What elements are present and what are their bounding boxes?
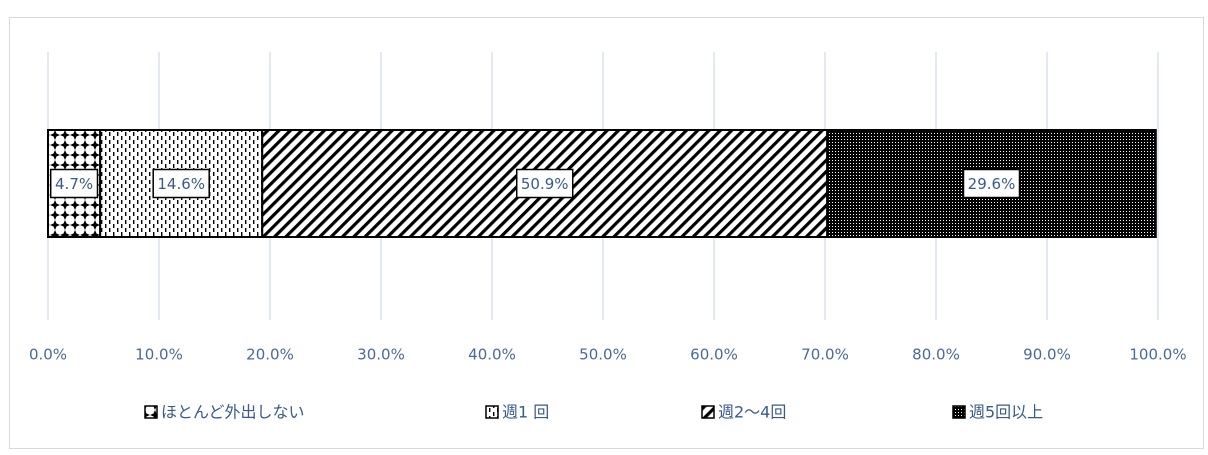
x-tick-label: 30.0%: [357, 346, 405, 364]
legend-label: ほとんど外出しない: [161, 403, 305, 422]
x-tick-label: 70.0%: [801, 346, 849, 364]
legend-label: 週5回以上: [969, 403, 1043, 422]
x-tick-label: 60.0%: [690, 346, 738, 364]
x-tick-label: 100.0%: [1129, 346, 1186, 364]
x-tick-label: 10.0%: [135, 346, 183, 364]
data-label: 50.9%: [521, 175, 569, 193]
data-label-box: [49, 168, 99, 199]
x-axis-ticks: 0.0% 10.0% 20.0% 30.0% 40.0% 50.0% 60.0% 70.0% 8…: [29, 346, 1187, 364]
x-tick-label: 50.0%: [579, 346, 627, 364]
x-tick-label: 40.0%: [468, 346, 516, 364]
legend-swatch: [144, 405, 158, 419]
x-tick-label: 80.0%: [912, 346, 960, 364]
legend-label: 週1 回: [502, 403, 549, 422]
legend-label: 週2～4回: [718, 403, 786, 422]
data-label-box: [515, 168, 574, 199]
data-label: 14.6%: [157, 175, 205, 193]
data-label: 29.6%: [968, 175, 1016, 193]
data-label-box: [962, 168, 1021, 199]
data-labels: 4.7% 14.6% 50.9% 29.6%: [49, 168, 1021, 199]
legend: ほとんど外出しない 週1 回 週2～4回 週5回以上: [144, 403, 1043, 422]
data-label-box: [152, 168, 210, 199]
chart-frame: [9, 17, 1204, 449]
legend-swatch: [952, 405, 966, 419]
legend-swatch: [701, 405, 715, 419]
data-label: 4.7%: [55, 175, 93, 193]
legend-swatch: [485, 405, 499, 419]
x-tick-label: 90.0%: [1023, 346, 1071, 364]
x-tick-label: 20.0%: [246, 346, 294, 364]
x-tick-label: 0.0%: [29, 346, 67, 364]
